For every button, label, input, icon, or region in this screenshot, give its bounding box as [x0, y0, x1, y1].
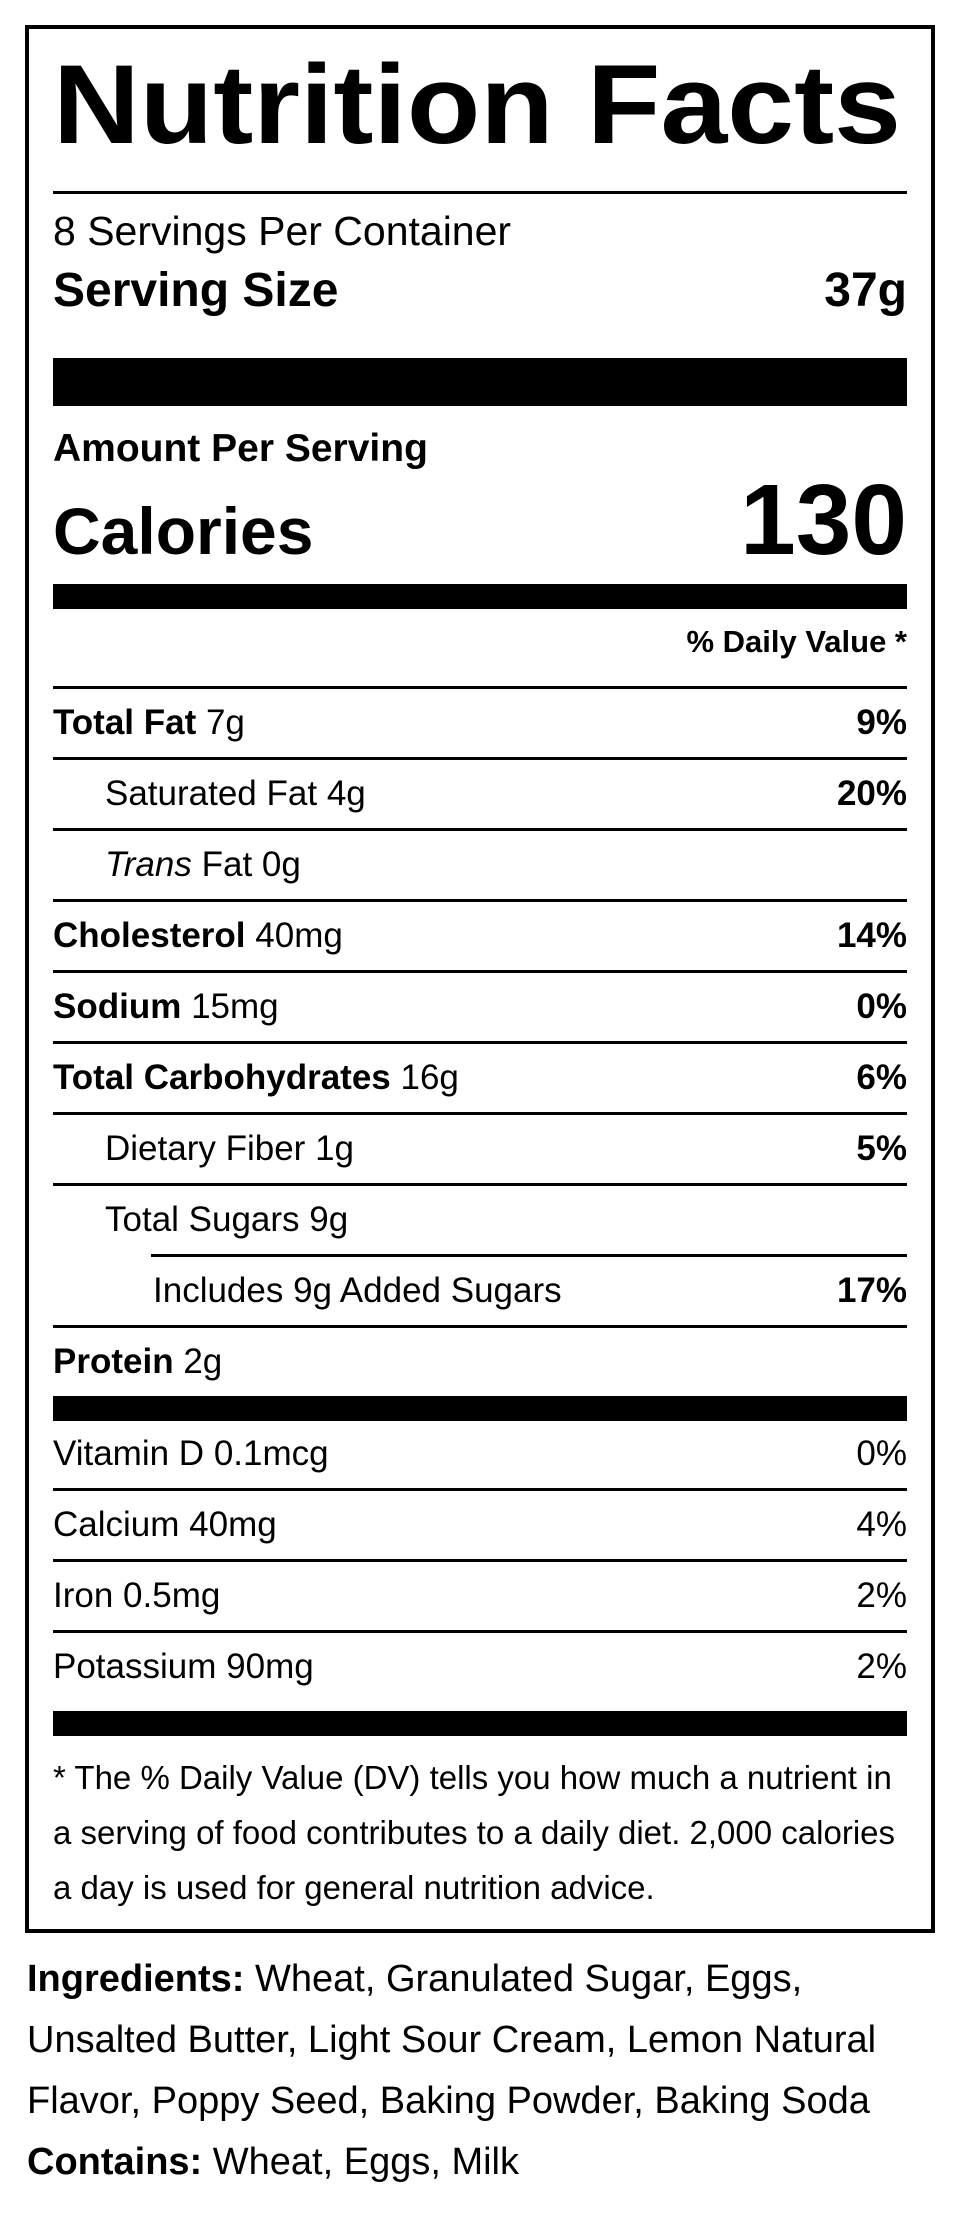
- row-left: Total Fat 7g: [53, 703, 245, 743]
- vitamin-rows: Vitamin D 0.1mcg 0% Calcium 40mg 4% Iron…: [53, 1421, 907, 1701]
- amount-per-serving-label: Amount Per Serving: [53, 426, 428, 470]
- ingredients-section: Ingredients: Wheat, Granulated Sugar, Eg…: [27, 1949, 933, 2193]
- row-left: Iron 0.5mg: [53, 1576, 221, 1616]
- daily-value: 14%: [836, 916, 907, 956]
- row-left: Dietary Fiber 1g: [105, 1129, 354, 1169]
- daily-value: 6%: [856, 1058, 907, 1098]
- ingredients-text: Wheat, Granulated Sugar, Eggs, Unsalted …: [27, 1958, 877, 2123]
- row-left: Total Sugars 9g: [105, 1200, 349, 1240]
- row-left: Trans Fat 0g: [105, 845, 301, 885]
- contains-line: Contains: Wheat, Eggs, Milk: [27, 2132, 933, 2193]
- separator-bar: [53, 1711, 907, 1737]
- nutrient-row-dietary-fiber: Dietary Fiber 1g 5%: [53, 1112, 907, 1183]
- row-left: Sodium 15mg: [53, 987, 279, 1027]
- daily-value: 9%: [856, 703, 907, 743]
- vitamin-row-vitamin-d: Vitamin D 0.1mcg 0%: [53, 1421, 907, 1488]
- daily-value: 2%: [856, 1576, 907, 1616]
- row-left: Cholesterol 40mg: [53, 916, 343, 956]
- serving-size-label: Serving Size: [53, 264, 339, 318]
- row-left: Includes 9g Added Sugars: [153, 1271, 562, 1311]
- row-left: Total Carbohydrates 16g: [53, 1058, 459, 1098]
- serving-size-value: 37g: [824, 264, 907, 318]
- daily-value: 2%: [856, 1647, 907, 1687]
- vitamin-row-iron: Iron 0.5mg 2%: [53, 1559, 907, 1630]
- daily-value: 4%: [856, 1505, 907, 1545]
- daily-value: 0%: [856, 987, 907, 1027]
- ingredients-label: Ingredients:: [27, 1958, 245, 2001]
- nutrient-row-protein: Protein 2g: [53, 1325, 907, 1396]
- nutrient-row-total-carbohydrates: Total Carbohydrates 16g 6%: [53, 1041, 907, 1112]
- row-left: Calcium 40mg: [53, 1505, 277, 1545]
- row-left: Saturated Fat 4g: [105, 774, 366, 814]
- daily-value-footnote: * The % Daily Value (DV) tells you how m…: [53, 1759, 895, 1907]
- row-left: Protein 2g: [53, 1342, 223, 1382]
- title-divider: [53, 191, 907, 194]
- nutrient-row-sodium: Sodium 15mg 0%: [53, 970, 907, 1041]
- nutrition-facts-title: Nutrition Facts: [53, 43, 901, 161]
- calories-value: 130: [740, 463, 907, 576]
- serving-size-row: Serving Size 37g: [53, 264, 907, 318]
- nutrient-rows: Total Fat 7g 9% Saturated Fat 4g 20% Tra…: [53, 686, 907, 1396]
- nutrient-row-saturated-fat: Saturated Fat 4g 20%: [53, 757, 907, 828]
- servings-per-container: 8 Servings Per Container: [53, 208, 512, 254]
- calories-label: Calories: [53, 493, 314, 568]
- vitamin-row-calcium: Calcium 40mg 4%: [53, 1488, 907, 1559]
- row-left: Potassium 90mg: [53, 1647, 314, 1687]
- contains-text: Wheat, Eggs, Milk: [212, 2141, 519, 2184]
- nutrition-facts-label: Nutrition Facts 8 Servings Per Container…: [25, 25, 935, 1934]
- separator-bar: [53, 1396, 907, 1422]
- ingredients-line: Ingredients: Wheat, Granulated Sugar, Eg…: [27, 1949, 933, 2132]
- nutrient-row-trans-fat: Trans Fat 0g: [53, 828, 907, 899]
- daily-value: 17%: [836, 1271, 907, 1311]
- thick-separator-bar: [53, 357, 907, 406]
- row-left: Vitamin D 0.1mcg: [53, 1434, 329, 1474]
- nutrient-row-cholesterol: Cholesterol 40mg 14%: [53, 899, 907, 970]
- daily-value-header: % Daily Value *: [686, 623, 907, 659]
- nutrient-row-added-sugars: Includes 9g Added Sugars 17%: [151, 1254, 907, 1325]
- calories-row: Calories 130: [53, 463, 907, 576]
- contains-label: Contains:: [27, 2141, 203, 2184]
- daily-value: 5%: [856, 1129, 907, 1169]
- nutrient-row-total-sugars: Total Sugars 9g: [53, 1183, 907, 1254]
- separator-bar: [53, 583, 907, 609]
- vitamin-row-potassium: Potassium 90mg 2%: [53, 1630, 907, 1701]
- title-text: Nutrition Facts: [53, 43, 901, 161]
- daily-value: 0%: [856, 1434, 907, 1474]
- nutrient-row-total-fat: Total Fat 7g 9%: [53, 686, 907, 757]
- daily-value: 20%: [836, 774, 907, 814]
